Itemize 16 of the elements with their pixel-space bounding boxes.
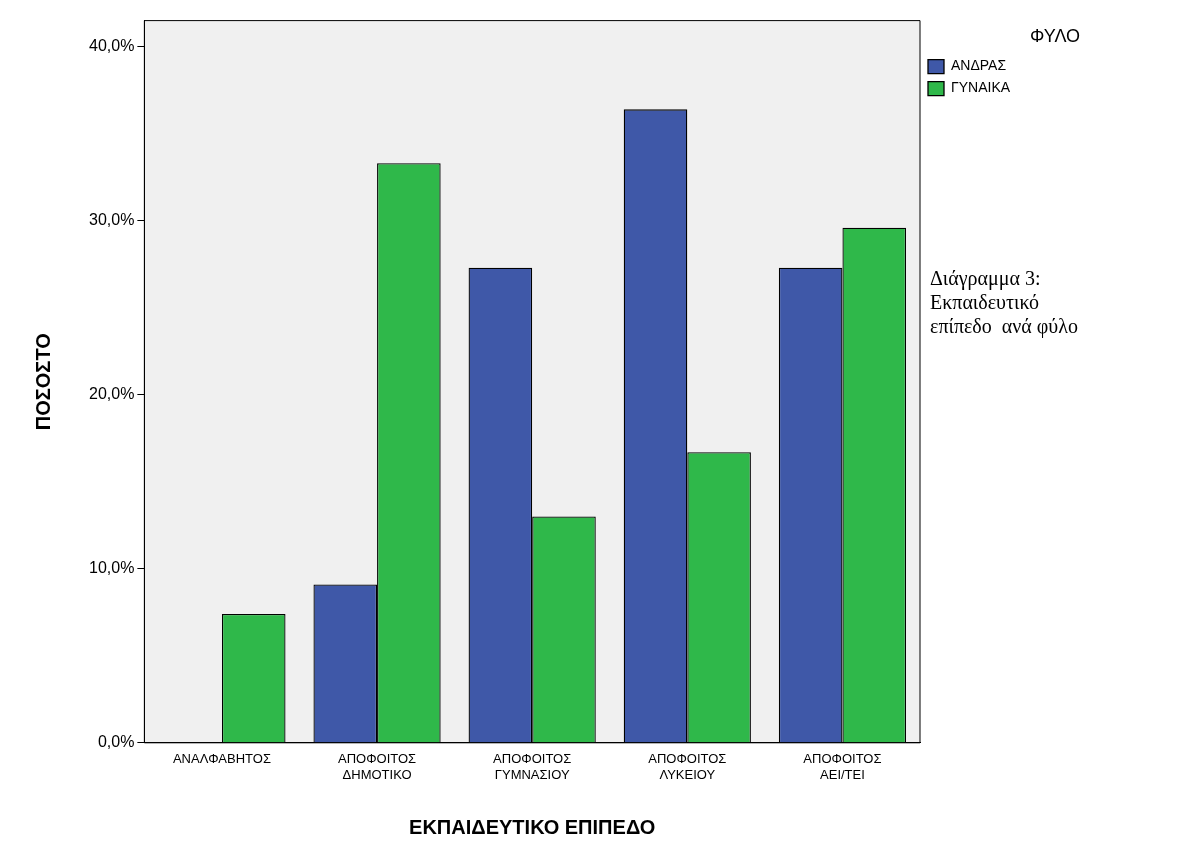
- y-axis-title: ΠΟΣΟΣΤΟ: [31, 333, 54, 431]
- y-tick-label: 0,0%: [97, 733, 135, 751]
- legend-label: ΓΥΝΑΙΚΑ: [951, 79, 1011, 96]
- x-axis-title: ΕΚΠΑΙΔΕΥΤΙΚΟ ΕΠΙΠΕΔΟ: [409, 815, 656, 838]
- x-tick-label: ΑΠΟΦΟΙΤΟΣ ΛΥΚΕΙΟΥ: [648, 751, 727, 782]
- text: Διάγραμμα 3: Εκπαιδευτικό επίπεδο ανά φύλο: [930, 267, 1078, 339]
- y-tick-label: 20,0%: [88, 385, 135, 403]
- y-tick-label: 10,0%: [88, 559, 135, 577]
- x-tick-label: ΑΠΟΦΟΙΤΟΣ ΑΕΙ/ΤΕΙ: [803, 751, 882, 782]
- x-tick-label: ΑΠΟΦΟΙΤΟΣ ΔΗΜΟΤΙΚΟ: [337, 751, 417, 782]
- legend-title: ΦΥΛΟ: [1029, 25, 1081, 46]
- x-tick-label: ΑΝΑΛΦΑΒΗΤΟΣ: [172, 751, 271, 767]
- legend-label: ΑΝΔΡΑΣ: [951, 57, 1007, 74]
- y-tick-label: 40,0%: [88, 37, 135, 55]
- y-tick-label: 30,0%: [88, 211, 135, 229]
- x-tick-label: ΑΠΟΦΟΙΤΟΣ ΓΥΜΝΑΣΙΟΥ: [493, 751, 572, 782]
